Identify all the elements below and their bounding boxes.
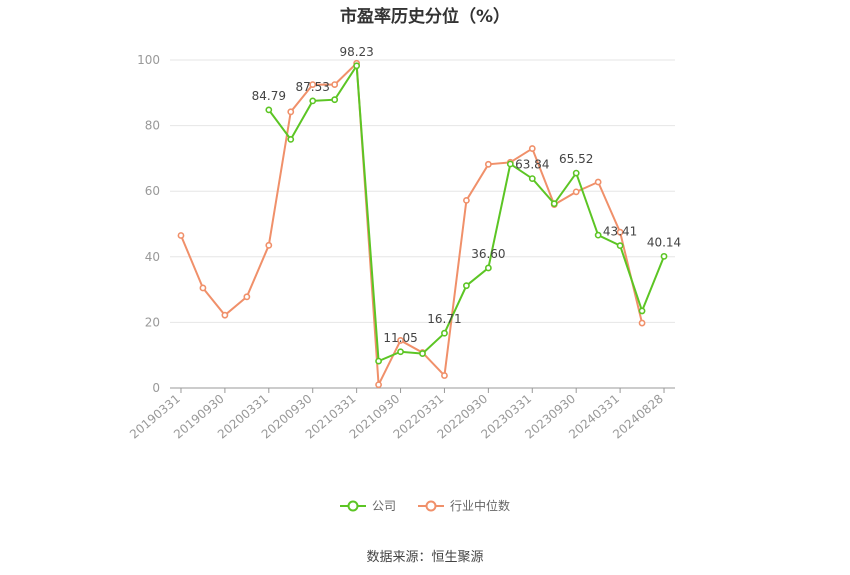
company-point[interactable] [660, 252, 668, 260]
company-point[interactable] [506, 160, 514, 168]
company-data-label: 65.52 [559, 152, 593, 166]
company-point[interactable] [353, 62, 361, 70]
industry-point[interactable] [375, 381, 382, 389]
y-tick-label: 40 [145, 250, 160, 264]
industry-point[interactable] [199, 284, 207, 292]
y-tick-label: 0 [152, 381, 160, 395]
axis-layer: 0204060801002019033120190930202003312020… [127, 53, 675, 442]
company-point[interactable] [397, 348, 404, 356]
legend-industry-label: 行业中位数 [450, 499, 511, 513]
company-data-label: 36.60 [471, 247, 505, 261]
industry-point[interactable] [309, 81, 317, 88]
company-data-label: 84.79 [252, 89, 286, 103]
y-tick-label: 20 [145, 315, 160, 329]
company-point[interactable] [616, 242, 624, 250]
industry-point[interactable] [397, 337, 404, 344]
legend-item-industry[interactable]: 行业中位数 [418, 497, 510, 514]
industry-point[interactable] [331, 81, 339, 88]
company-point[interactable] [528, 175, 536, 183]
industry-point[interactable] [638, 319, 646, 327]
y-tick-label: 60 [145, 184, 160, 198]
legend: 公司 行业中位数 [0, 497, 850, 514]
company-data-label: 87.53 [296, 80, 330, 94]
company-point[interactable] [594, 231, 602, 239]
legend-item-company[interactable]: 公司 [339, 497, 396, 514]
y-tick-label: 80 [145, 119, 160, 133]
data-label-layer: 84.79 87.53 98.23 11.05 16.71 36.60 63.84 65.52… [252, 45, 682, 345]
legend-company-label: 公司 [371, 499, 396, 513]
industry-point[interactable] [287, 108, 295, 116]
industry-point[interactable] [594, 178, 602, 186]
company-point[interactable] [419, 350, 426, 357]
data-source: 数据来源：恒生聚源 [366, 550, 484, 565]
company-point[interactable] [463, 282, 470, 290]
legend-company-marker-icon [339, 500, 366, 511]
company-data-label: 63.84 [515, 158, 549, 172]
company-point[interactable] [638, 307, 646, 315]
industry-point[interactable] [177, 232, 185, 239]
industry-point[interactable] [221, 311, 229, 319]
company-point[interactable] [441, 329, 448, 337]
company-point[interactable] [265, 106, 273, 114]
company-point[interactable] [484, 264, 492, 272]
company-data-label: 43.41 [603, 225, 637, 239]
company-point[interactable] [287, 135, 295, 143]
company-point[interactable] [331, 96, 339, 104]
industry-point[interactable] [484, 160, 492, 168]
company-series-layer [265, 62, 668, 365]
company-point[interactable] [309, 97, 317, 105]
y-tick-label: 100 [137, 53, 160, 67]
chart-title: 市盈率历史分位（%） [339, 7, 511, 27]
company-point[interactable] [550, 200, 558, 208]
industry-series-line [180, 61, 644, 389]
industry-point[interactable] [616, 228, 624, 236]
industry-point[interactable] [265, 241, 273, 249]
industry-point[interactable] [441, 372, 448, 379]
legend-industry-marker-icon [418, 500, 444, 511]
grid-layer [170, 59, 675, 323]
company-data-label: 16.71 [427, 312, 461, 326]
industry-point[interactable] [243, 293, 251, 301]
company-point[interactable] [375, 357, 382, 365]
industry-point[interactable] [528, 145, 536, 152]
company-data-label: 11.05 [383, 331, 417, 345]
company-data-label: 98.23 [339, 45, 373, 59]
industry-point[interactable] [463, 196, 470, 204]
industry-point[interactable] [572, 188, 580, 196]
company-point[interactable] [572, 169, 580, 177]
company-series-line [268, 62, 665, 363]
company-data-label: 40.14 [647, 235, 681, 249]
